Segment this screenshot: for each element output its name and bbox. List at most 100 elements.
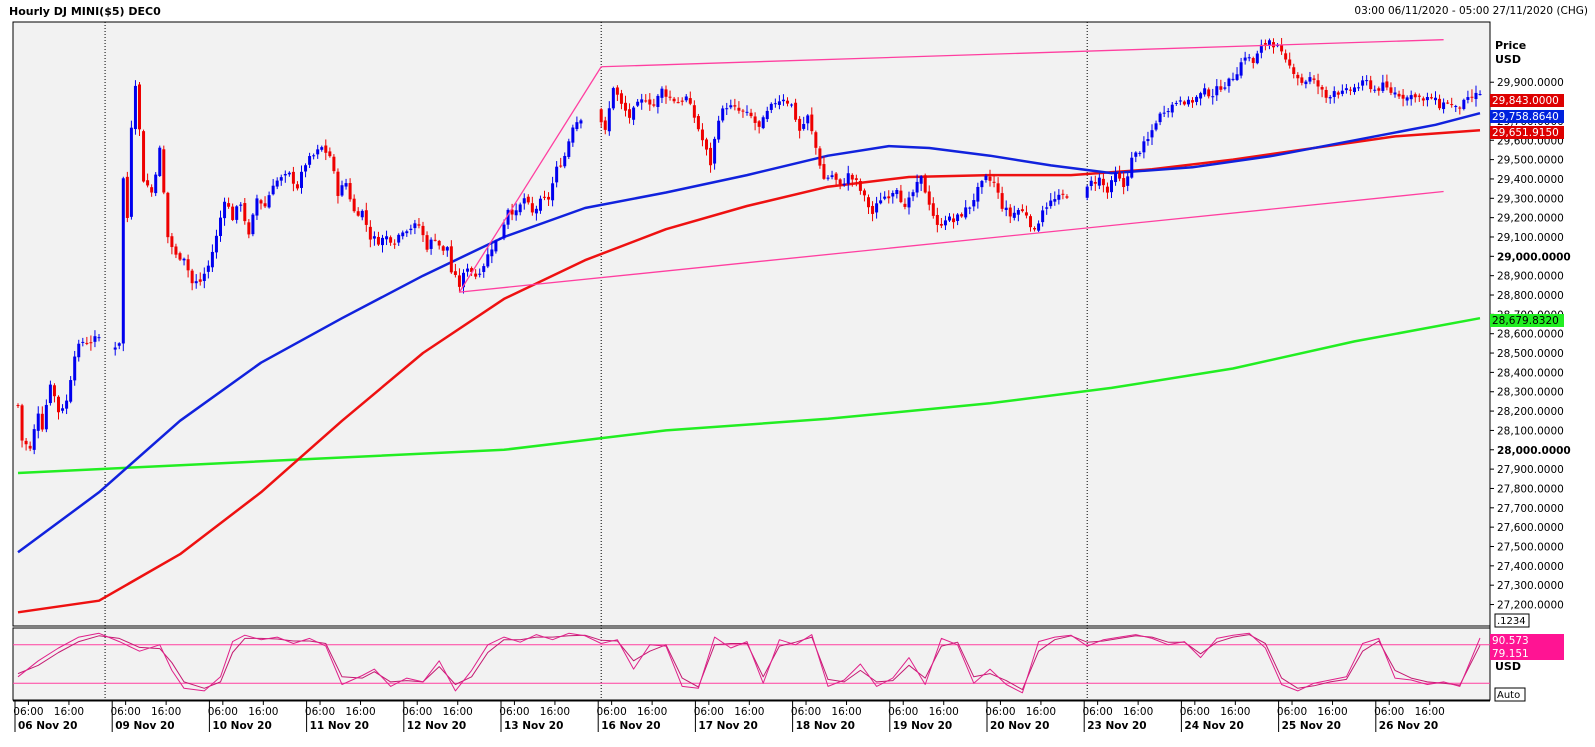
candle-body — [1255, 53, 1259, 64]
candle-body — [1061, 193, 1065, 195]
candle-body — [668, 96, 672, 98]
candle-body — [534, 208, 538, 214]
candle-body — [676, 102, 680, 104]
candle-body — [61, 408, 65, 411]
candle-body — [611, 88, 615, 109]
candle — [283, 170, 287, 183]
candle — [830, 170, 834, 180]
candle-body — [1000, 193, 1004, 209]
candle-body — [154, 174, 158, 194]
candle — [887, 190, 891, 204]
candle — [1093, 175, 1097, 192]
candle — [1466, 90, 1470, 104]
channel-line[interactable] — [459, 190, 1444, 293]
candle — [385, 230, 389, 246]
candle — [773, 98, 777, 108]
candle — [1344, 84, 1348, 94]
candle — [1053, 191, 1057, 206]
candle — [401, 230, 405, 240]
candle-body — [372, 236, 376, 239]
candle — [235, 205, 239, 224]
candle-body — [1474, 92, 1478, 100]
candle-body — [356, 211, 360, 216]
candle-body — [1174, 102, 1178, 104]
candle-body — [737, 107, 741, 111]
indicator-panel[interactable] — [12, 627, 1491, 701]
candle — [871, 201, 875, 222]
channel-line[interactable] — [601, 39, 1444, 68]
candle-body — [283, 174, 287, 176]
main-panel[interactable] — [12, 21, 1491, 627]
candle-body — [1089, 180, 1093, 187]
price-tick-label: 27,300.0000 — [1497, 580, 1564, 592]
candle-body — [1316, 80, 1320, 87]
candle — [348, 178, 352, 202]
candle-body — [786, 100, 789, 104]
hour-label: 16:00 — [929, 706, 959, 718]
candle — [1373, 85, 1377, 93]
candle — [178, 251, 182, 262]
candle — [425, 231, 429, 253]
candle-body — [368, 226, 372, 240]
candle-body — [170, 236, 174, 248]
candle-body — [1417, 95, 1421, 97]
candle-body — [992, 181, 996, 183]
candle-body — [1207, 89, 1211, 97]
candle-body — [401, 232, 405, 237]
candle — [1292, 63, 1296, 79]
candle-body — [243, 203, 247, 222]
candle-body — [632, 107, 636, 120]
auto-scale-button[interactable]: Auto — [1494, 687, 1526, 702]
candle-body — [1280, 45, 1284, 52]
candle-body — [680, 100, 684, 102]
candle-body — [1413, 94, 1417, 98]
candle-body — [1446, 102, 1450, 104]
candle — [336, 168, 340, 204]
candle-body — [822, 164, 826, 179]
candle — [611, 86, 615, 111]
candle — [794, 98, 798, 122]
precision-button[interactable]: .1234 — [1494, 613, 1530, 628]
candle-body — [466, 268, 470, 272]
candle-body — [956, 214, 960, 221]
price-tick-label: 28,000.0000 — [1497, 445, 1571, 457]
candle-body — [316, 149, 320, 155]
candle — [356, 207, 360, 217]
candle — [340, 180, 344, 197]
candle — [316, 144, 320, 159]
candle — [32, 424, 36, 455]
candle — [291, 166, 295, 192]
candle-body — [773, 103, 777, 105]
candle — [786, 97, 789, 107]
candle — [77, 339, 81, 362]
candle-body — [1336, 92, 1340, 95]
candle — [1004, 200, 1008, 217]
candle — [1195, 95, 1199, 106]
candle — [24, 437, 28, 451]
date-range: 03:00 06/11/2020 - 05:00 27/11/2020 (CHG… — [1354, 5, 1588, 17]
candle — [312, 153, 316, 160]
candle-body — [1292, 67, 1296, 74]
candle-body — [85, 342, 89, 344]
candle — [798, 116, 802, 139]
candle — [1393, 87, 1397, 98]
candle — [709, 142, 713, 173]
candle — [142, 129, 146, 183]
candle-body — [320, 147, 324, 150]
candle — [1308, 71, 1312, 85]
candle-body — [826, 177, 830, 179]
candle-body — [214, 235, 218, 253]
candle — [247, 219, 251, 239]
candle — [555, 161, 559, 188]
candle — [308, 152, 312, 169]
candle-body — [28, 445, 32, 449]
channel-line[interactable] — [458, 66, 602, 293]
hour-label: 16:00 — [637, 706, 667, 718]
candle — [826, 175, 830, 181]
candle — [1446, 100, 1450, 105]
candle — [1340, 84, 1344, 97]
ma-green-line — [17, 316, 1481, 475]
candle — [413, 219, 417, 235]
candle-body — [1247, 57, 1251, 59]
